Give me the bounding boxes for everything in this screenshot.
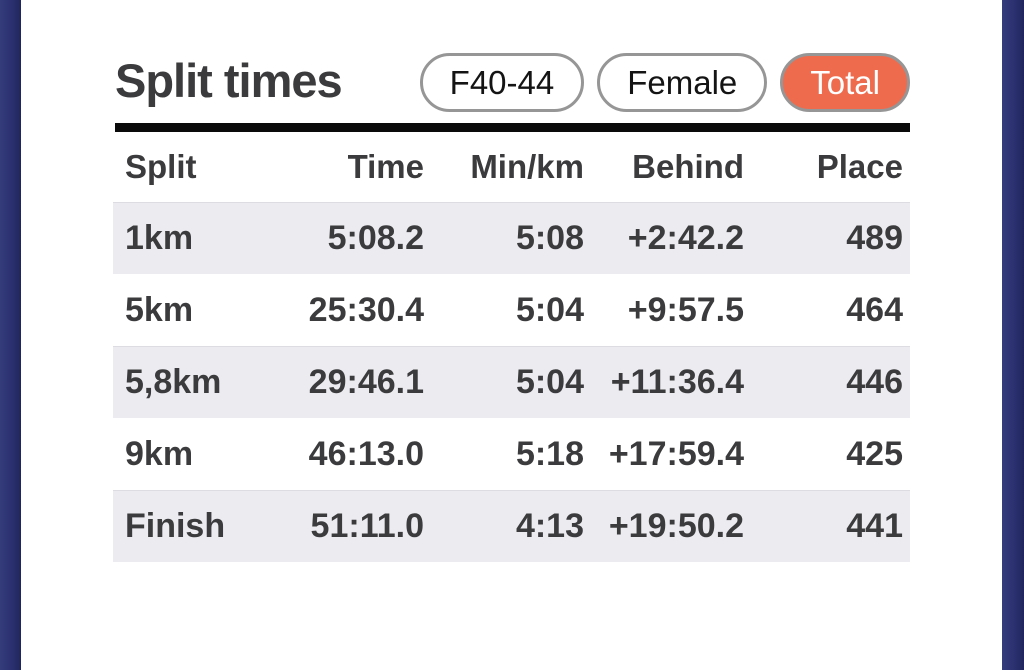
column-header-behind: Behind bbox=[632, 148, 744, 185]
cell-time: 46:13.0 bbox=[308, 434, 424, 473]
cell-time: 25:30.4 bbox=[308, 290, 424, 329]
cell-behind: +9:57.5 bbox=[627, 290, 744, 329]
cell-time: 29:46.1 bbox=[308, 363, 424, 401]
column-header-split: Split bbox=[125, 148, 197, 185]
cell-minkm: 5:18 bbox=[515, 434, 584, 473]
cell-behind: +17:59.4 bbox=[608, 434, 744, 473]
cell-split: 5,8km bbox=[125, 363, 222, 401]
cell-split: 5km bbox=[125, 290, 194, 329]
table-row: 9km 46:13.0 5:18 +17:59.4 425 bbox=[113, 418, 910, 490]
cell-split: 1km bbox=[125, 219, 194, 257]
cell-behind: +11:36.4 bbox=[610, 363, 744, 401]
cell-split: Finish bbox=[125, 507, 226, 545]
cell-minkm: 4:13 bbox=[515, 507, 584, 545]
cell-time: 5:08.2 bbox=[327, 219, 424, 257]
table-header-row: Split Time Min/km Behind Place bbox=[113, 132, 910, 202]
cell-behind: +19:50.2 bbox=[608, 507, 744, 545]
cell-place: 464 bbox=[846, 290, 903, 329]
cell-minkm: 5:04 bbox=[515, 290, 584, 329]
column-header-time: Time bbox=[347, 148, 424, 185]
filter-pill-total[interactable]: Total bbox=[780, 53, 910, 112]
filter-pill-group: F40-44 Female Total bbox=[419, 53, 910, 112]
cell-place: 441 bbox=[846, 507, 903, 545]
cell-place: 425 bbox=[846, 434, 903, 473]
table-row: 5,8km 29:46.1 5:04 +11:36.4 446 bbox=[113, 346, 910, 418]
filter-pill-gender[interactable]: Female bbox=[597, 53, 768, 112]
cell-place: 489 bbox=[846, 219, 903, 257]
cell-minkm: 5:08 bbox=[515, 219, 584, 257]
filter-pill-age-group[interactable]: F40-44 bbox=[419, 53, 585, 112]
left-border-bar bbox=[0, 0, 21, 670]
table-row: 1km 5:08.2 5:08 +2:42.2 489 bbox=[113, 202, 910, 274]
table-row: Finish 51:11.0 4:13 +19:50.2 441 bbox=[113, 490, 910, 562]
cell-behind: +2:42.2 bbox=[627, 219, 744, 257]
cell-place: 446 bbox=[846, 363, 903, 401]
page-title: Split times bbox=[115, 54, 343, 107]
column-header-place: Place bbox=[816, 148, 903, 185]
title-divider bbox=[115, 123, 910, 132]
right-border-bar bbox=[1002, 0, 1024, 670]
split-times-table: Split Time Min/km Behind Place 1km 5:08.… bbox=[113, 132, 910, 562]
column-header-minkm: Min/km bbox=[470, 148, 584, 185]
cell-split: 9km bbox=[125, 434, 194, 473]
cell-minkm: 5:04 bbox=[515, 363, 584, 401]
table-row: 5km 25:30.4 5:04 +9:57.5 464 bbox=[113, 274, 910, 346]
cell-time: 51:11.0 bbox=[310, 507, 424, 545]
